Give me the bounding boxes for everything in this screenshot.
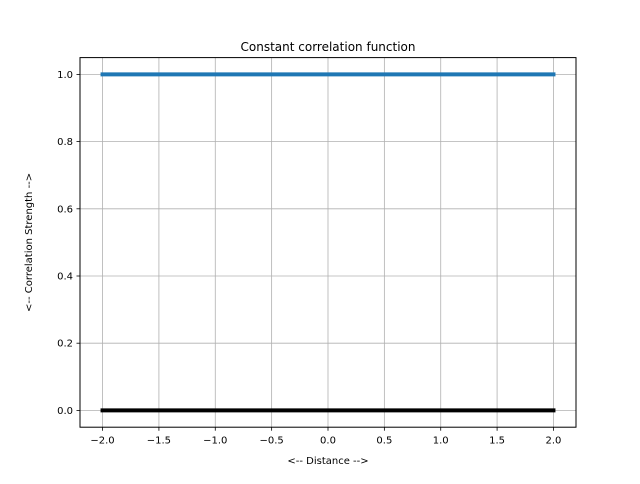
x-tick-label: −1.0 — [203, 436, 227, 447]
y-tick-label: 0.8 — [57, 137, 73, 148]
y-tick-label: 0.4 — [57, 272, 73, 283]
tick-layer — [76, 74, 554, 431]
y-tick-label: 1.0 — [57, 70, 73, 81]
y-axis-label: <-- Correlation Strength --> — [24, 173, 35, 312]
y-tick-label: 0.0 — [57, 406, 73, 417]
y-tick-label: 0.2 — [57, 339, 73, 350]
tick-label-layer: −2.0 −1.5 −1.0 −0.5 0.0 0.5 1.0 1.5 2.0 0.0 0.2 0.4… — [57, 70, 561, 447]
chart-title: Constant correlation function — [241, 40, 416, 54]
grid-layer — [80, 57, 576, 428]
data-layer — [100, 72, 556, 413]
x-tick-label: 1.0 — [433, 436, 449, 447]
x-tick-label: 1.5 — [489, 436, 505, 447]
x-tick-label: 0.5 — [376, 436, 392, 447]
y-tick-label: 0.6 — [57, 204, 73, 215]
x-tick-label: −1.5 — [147, 436, 171, 447]
x-tick-label: 2.0 — [546, 436, 562, 447]
x-tick-label: −0.5 — [259, 436, 283, 447]
x-axis-label: <-- Distance --> — [287, 456, 368, 467]
x-tick-label: 0.0 — [320, 436, 336, 447]
x-tick-label: −2.0 — [90, 436, 114, 447]
